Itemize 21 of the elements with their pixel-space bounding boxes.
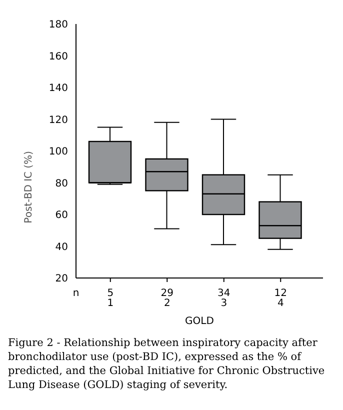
y-tick-label: 20 bbox=[55, 274, 68, 285]
x-tick-label: 3 bbox=[220, 298, 228, 309]
x-tick-label: 1 bbox=[107, 298, 114, 309]
text: 34 bbox=[218, 288, 230, 299]
y-tick-label: 60 bbox=[55, 210, 68, 222]
x-axis-title: GOLD bbox=[185, 316, 214, 327]
x-tick-label: 2 bbox=[164, 298, 170, 309]
text: n bbox=[72, 288, 80, 299]
text: 5 bbox=[107, 288, 114, 299]
text: 12 bbox=[274, 288, 287, 299]
text: 29 bbox=[160, 288, 174, 299]
y-tick-label: 40 bbox=[55, 242, 68, 253]
x-tick-label: 4 bbox=[277, 298, 284, 309]
y-axis-title: Post-BD IC (%) bbox=[24, 150, 35, 224]
y-tick-label: 80 bbox=[55, 178, 68, 190]
y-tick-label: 180 bbox=[48, 20, 68, 31]
y-tick-label: 160 bbox=[48, 51, 68, 62]
caption: Figure 2 - Relationship between inspiratory capacity after bronchodilator use (post-BD IC), expressed as the % of predicted, and the Global Initiative for Chronic Obstructive Lung Disease (GOLD) staging of severity. bbox=[8, 336, 326, 392]
y-tick-label: 140 bbox=[48, 83, 68, 94]
y-tick-label: 120 bbox=[48, 114, 68, 126]
y-tick-label: 100 bbox=[48, 146, 68, 158]
